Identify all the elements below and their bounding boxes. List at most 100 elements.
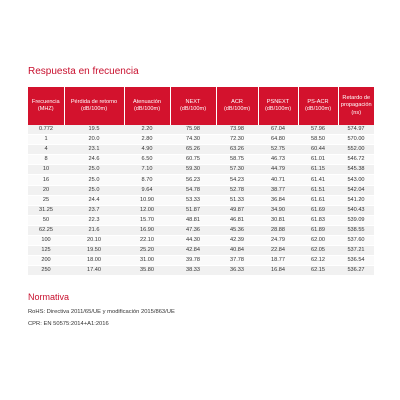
table-cell: 31.25 xyxy=(28,205,64,216)
table-row: 100 20.10 22.10 44.30 42.39 24.79 62.00 537.60 xyxy=(28,235,374,247)
table-cell: 4 xyxy=(28,144,64,156)
table-cell: 16 xyxy=(28,174,64,186)
table-cell: 25.20 xyxy=(124,245,170,257)
header-line: (dB/100m) xyxy=(80,106,108,112)
header-line: (dB/100m) xyxy=(223,106,251,112)
table-cell: 65.26 xyxy=(170,144,216,156)
table-cell: 536.27 xyxy=(338,265,374,277)
table-cell: 59.30 xyxy=(170,164,216,176)
table-cell: 74.30 xyxy=(170,134,216,146)
header-line: Retardo de xyxy=(342,94,371,101)
table-cell: 6.50 xyxy=(124,154,170,166)
table-cell: 72.30 xyxy=(216,134,258,146)
table-cell: 67.04 xyxy=(258,125,298,136)
table-cell: 54.23 xyxy=(216,174,258,186)
column-header: Retardo de propagación (ns) xyxy=(337,87,374,125)
table-cell: 15.70 xyxy=(124,215,170,226)
table-cell: 28.88 xyxy=(258,225,298,237)
header-line: (MHZ) xyxy=(37,106,54,112)
table-cell: 24.6 xyxy=(64,154,124,166)
table-row: 50 22.3 15.70 48.81 46.81 30.81 61.83 539.09 xyxy=(28,215,374,226)
table-cell: 543.00 xyxy=(338,174,374,186)
table-cell: 1 xyxy=(28,134,64,146)
table-cell: 61.41 xyxy=(298,174,338,186)
table-cell: 541.20 xyxy=(338,195,374,206)
table-cell: 44.79 xyxy=(258,164,298,176)
table-cell: 56.23 xyxy=(170,174,216,186)
header-line: PS-ACR xyxy=(307,98,329,105)
table-cell: 44.30 xyxy=(170,235,216,247)
table-cell: 61.01 xyxy=(298,154,338,166)
table-cell: 574.97 xyxy=(338,125,374,136)
table-row: 4 23.1 4.90 65.26 63.26 52.75 60.44 552.00 xyxy=(28,144,374,156)
header-row: Frecuencia (MHZ) Pérdida de retorno (dB/100… xyxy=(28,87,374,125)
table-cell: 61.89 xyxy=(298,225,338,237)
table-cell: 58.75 xyxy=(216,154,258,166)
column-header: Frecuencia (MHZ) xyxy=(28,87,64,125)
table-cell: 0.772 xyxy=(28,125,64,136)
table-row: 10 25.0 7.10 59.30 57.30 44.79 61.15 545.38 xyxy=(28,164,374,176)
table-cell: 63.26 xyxy=(216,144,258,156)
table-cell: 48.81 xyxy=(170,215,216,226)
table-cell: 2.20 xyxy=(124,125,170,136)
table-cell: 8 xyxy=(28,154,64,166)
header-line: Atenuación xyxy=(133,98,161,105)
table-cell: 38.77 xyxy=(258,185,298,196)
table-row: 0.772 19.5 2.20 75.98 73.98 67.04 57.96 574.97 xyxy=(28,125,374,136)
table-cell: 545.38 xyxy=(338,164,374,176)
table-cell: 62.05 xyxy=(298,245,338,257)
table-cell: 51.87 xyxy=(170,205,216,216)
table-cell: 200 xyxy=(28,255,64,267)
table-cell: 73.98 xyxy=(216,125,258,136)
table-cell: 61.69 xyxy=(298,205,338,216)
table-cell: 40.84 xyxy=(216,245,258,257)
header-line: NEXT xyxy=(185,98,201,105)
table-cell: 47.36 xyxy=(170,225,216,237)
table-cell: 537.21 xyxy=(338,245,374,257)
table-cell: 21.6 xyxy=(64,225,124,237)
table-row: 16 25.0 8.70 56.23 54.23 40.71 61.41 543.00 xyxy=(28,174,374,186)
header-line: (ns) xyxy=(351,109,362,116)
table-cell: 542.04 xyxy=(338,185,374,196)
table-cell: 10.90 xyxy=(124,195,170,206)
table-cell: 62.25 xyxy=(28,225,64,237)
table-cell: 60.75 xyxy=(170,154,216,166)
table-cell: 19.50 xyxy=(64,245,124,257)
table-cell: 62.12 xyxy=(298,255,338,267)
normativa-title: Normativa xyxy=(28,292,70,302)
table-cell: 52.78 xyxy=(216,185,258,196)
header-line: (dB/100m) xyxy=(179,106,207,112)
table-cell: 60.44 xyxy=(298,144,338,156)
table-cell: 546.72 xyxy=(338,154,374,166)
table-cell: 20.0 xyxy=(64,134,124,146)
table-cell: 16.84 xyxy=(258,265,298,277)
table-cell: 62.15 xyxy=(298,265,338,277)
table-cell: 50 xyxy=(28,215,64,226)
table-cell: 34.90 xyxy=(258,205,298,216)
table-cell: 538.55 xyxy=(338,225,374,237)
table-cell: 22.84 xyxy=(258,245,298,257)
column-header: Atenuación (dB/100m) xyxy=(123,87,170,125)
normativa-line: CPR: EN 50575:2014+A1:2016 xyxy=(28,321,109,327)
table-row: 1 20.0 2.80 74.30 72.30 64.80 58.50 570.00 xyxy=(28,134,374,146)
column-header: PS-ACR (dB/100m) xyxy=(297,87,338,125)
table-cell: 25.0 xyxy=(64,164,124,176)
table-cell: 61.83 xyxy=(298,215,338,226)
header-line: ACR xyxy=(231,98,243,105)
table-cell: 4.90 xyxy=(124,144,170,156)
table-cell: 46.81 xyxy=(216,215,258,226)
table-cell: 2.80 xyxy=(124,134,170,146)
table-cell: 540.43 xyxy=(338,205,374,216)
table-cell: 75.98 xyxy=(170,125,216,136)
table-cell: 45.36 xyxy=(216,225,258,237)
table-body: 0.772 19.5 2.20 75.98 73.98 67.04 57.96 574.97 1… xyxy=(28,125,374,277)
table-cell: 18.00 xyxy=(64,255,124,267)
table-cell: 30.81 xyxy=(258,215,298,226)
table-cell: 539.09 xyxy=(338,215,374,226)
table-cell: 37.78 xyxy=(216,255,258,267)
table-cell: 22.10 xyxy=(124,235,170,247)
table-cell: 16.90 xyxy=(124,225,170,237)
section-title: Respuesta en frecuencia xyxy=(28,66,139,77)
normativa-line: RoHS: Directiva 2011/65/UE y modificació… xyxy=(28,309,175,315)
